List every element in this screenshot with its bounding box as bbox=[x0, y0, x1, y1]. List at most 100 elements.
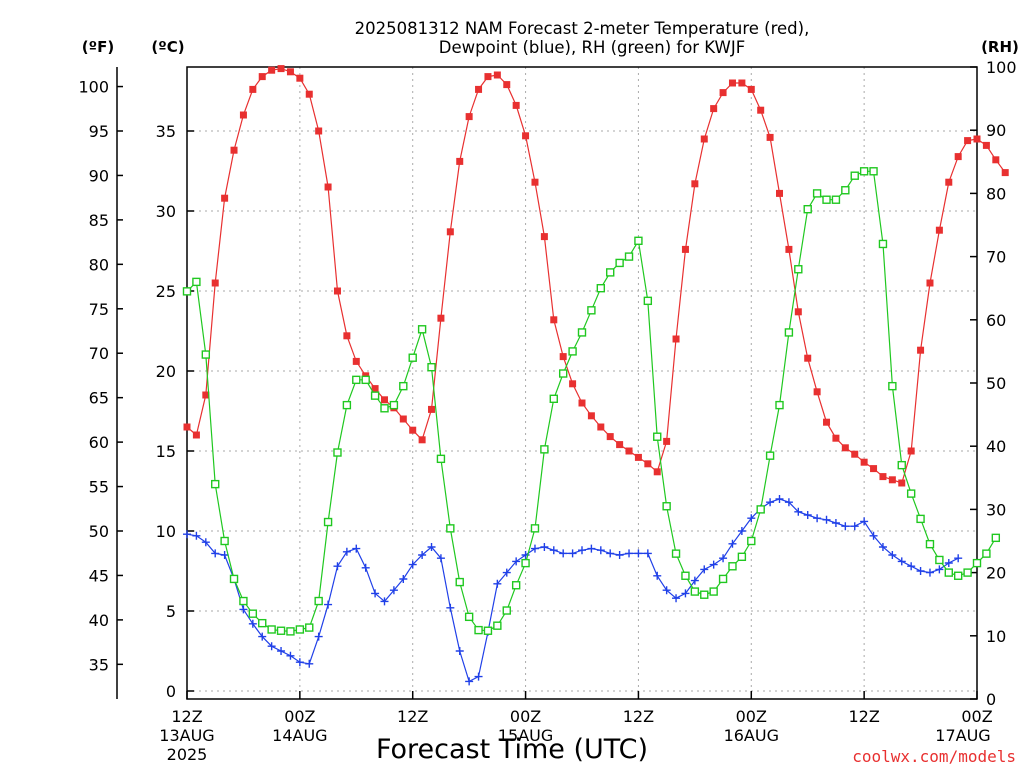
rh-point bbox=[671, 549, 681, 558]
dewpoint-point bbox=[324, 600, 333, 609]
dewpoint-point bbox=[418, 551, 427, 559]
time-tick-label: 12Z bbox=[397, 707, 428, 726]
rh-point bbox=[549, 394, 558, 403]
rh-point bbox=[775, 400, 784, 410]
celsius-tick-label: 10 bbox=[156, 522, 176, 541]
dewpoint-point bbox=[549, 546, 558, 555]
celsius-tick-label: 25 bbox=[156, 282, 176, 301]
temperature-point bbox=[663, 437, 671, 445]
rh-point bbox=[323, 517, 333, 527]
dewpoint-point bbox=[869, 531, 878, 540]
dewpoint-point bbox=[371, 589, 380, 598]
temperature-point bbox=[315, 127, 323, 135]
dewpoint-point bbox=[305, 659, 314, 668]
temperature-point bbox=[935, 226, 943, 234]
dewpoint-point bbox=[775, 495, 784, 503]
temperature-point bbox=[183, 423, 191, 431]
temperature-point bbox=[776, 189, 783, 197]
dewpoint-point bbox=[916, 567, 925, 575]
dewpoint-point bbox=[803, 511, 812, 519]
temperature-point bbox=[757, 106, 765, 114]
dewpoint-point bbox=[239, 605, 248, 614]
dewpoint-point bbox=[446, 603, 455, 612]
rh-point bbox=[803, 204, 812, 214]
rh-point bbox=[812, 189, 822, 198]
dewpoint-point bbox=[841, 522, 850, 531]
dewpoint-point bbox=[690, 576, 699, 585]
temperature-point bbox=[277, 65, 285, 73]
temperature-point bbox=[700, 135, 708, 143]
dewpoint-point bbox=[737, 527, 746, 535]
temperature-point bbox=[268, 66, 276, 74]
rh-point bbox=[794, 265, 803, 274]
dewpoint-point bbox=[333, 562, 342, 571]
temperature-point bbox=[192, 431, 200, 439]
fahrenheit-tick-label: 80 bbox=[89, 255, 109, 274]
dewpoint-point bbox=[850, 522, 859, 531]
temperature-point bbox=[371, 385, 379, 393]
rh-point bbox=[333, 448, 342, 457]
dewpoint-point bbox=[465, 677, 474, 686]
rh-point bbox=[944, 568, 953, 577]
temperature-point bbox=[484, 73, 492, 81]
time-tick-label: 12Z bbox=[171, 707, 202, 726]
rh-point bbox=[747, 536, 756, 546]
temperature-point bbox=[973, 135, 981, 143]
dewpoint-point bbox=[277, 647, 286, 655]
celsius-tick-label: 15 bbox=[156, 442, 176, 461]
temperature-point bbox=[691, 180, 699, 188]
dewpoint-point bbox=[954, 554, 963, 563]
time-tick-date: 14AUG bbox=[272, 726, 327, 745]
temperature-point bbox=[493, 71, 501, 79]
fahrenheit-tick-label: 70 bbox=[89, 344, 109, 363]
temperature-point bbox=[428, 405, 436, 413]
dewpoint-point bbox=[286, 651, 295, 660]
temperature-point bbox=[719, 89, 727, 97]
dewpoint-point bbox=[784, 498, 793, 507]
celsius-tick-label: 35 bbox=[156, 122, 176, 141]
rh-point bbox=[182, 287, 192, 296]
grid-lines bbox=[187, 67, 977, 699]
rh-tick-label: 40 bbox=[986, 437, 1006, 456]
dewpoint-point bbox=[709, 560, 718, 569]
temperature-point bbox=[221, 194, 229, 202]
rh-point bbox=[906, 489, 916, 498]
rh-point bbox=[540, 445, 549, 454]
celsius-tick-label: 30 bbox=[156, 202, 176, 221]
temperature-point bbox=[352, 357, 360, 365]
temperature-point bbox=[766, 133, 774, 141]
temperature-point bbox=[606, 433, 614, 441]
fahrenheit-tick-label: 85 bbox=[89, 211, 109, 230]
temperature-point bbox=[230, 146, 238, 154]
dewpoint-point bbox=[700, 565, 709, 574]
temperature-point bbox=[286, 68, 294, 76]
rh-tick-label: 60 bbox=[986, 311, 1006, 330]
dewpoint-point bbox=[907, 562, 916, 571]
rh-tick-label: 90 bbox=[986, 121, 1006, 140]
temperature-point bbox=[945, 178, 953, 186]
temperature-point bbox=[907, 447, 915, 455]
rh-point bbox=[229, 574, 239, 584]
fahrenheit-tick-label: 100 bbox=[78, 78, 109, 97]
temperature-point bbox=[804, 354, 812, 362]
rh-point bbox=[728, 562, 737, 571]
series-layer bbox=[182, 65, 1009, 686]
rh-point bbox=[963, 568, 972, 577]
dewpoint-point bbox=[728, 539, 737, 548]
temperature-point bbox=[587, 412, 595, 420]
rh-point bbox=[784, 328, 794, 337]
rh-point bbox=[239, 596, 248, 606]
temperature-point bbox=[917, 346, 925, 354]
rh-tick-label: 10 bbox=[986, 627, 1006, 646]
temperature-point bbox=[681, 245, 689, 253]
rh-point bbox=[427, 363, 436, 372]
rh-point bbox=[455, 577, 464, 587]
rh-point bbox=[831, 195, 841, 204]
rh-point bbox=[201, 350, 211, 359]
rh-unit-label: (RH) bbox=[981, 38, 1019, 56]
rh-point bbox=[342, 400, 352, 410]
rh-tick-label: 70 bbox=[986, 248, 1006, 267]
temperature-point bbox=[559, 353, 567, 361]
rh-point bbox=[991, 533, 1001, 543]
rh-point bbox=[436, 454, 446, 464]
